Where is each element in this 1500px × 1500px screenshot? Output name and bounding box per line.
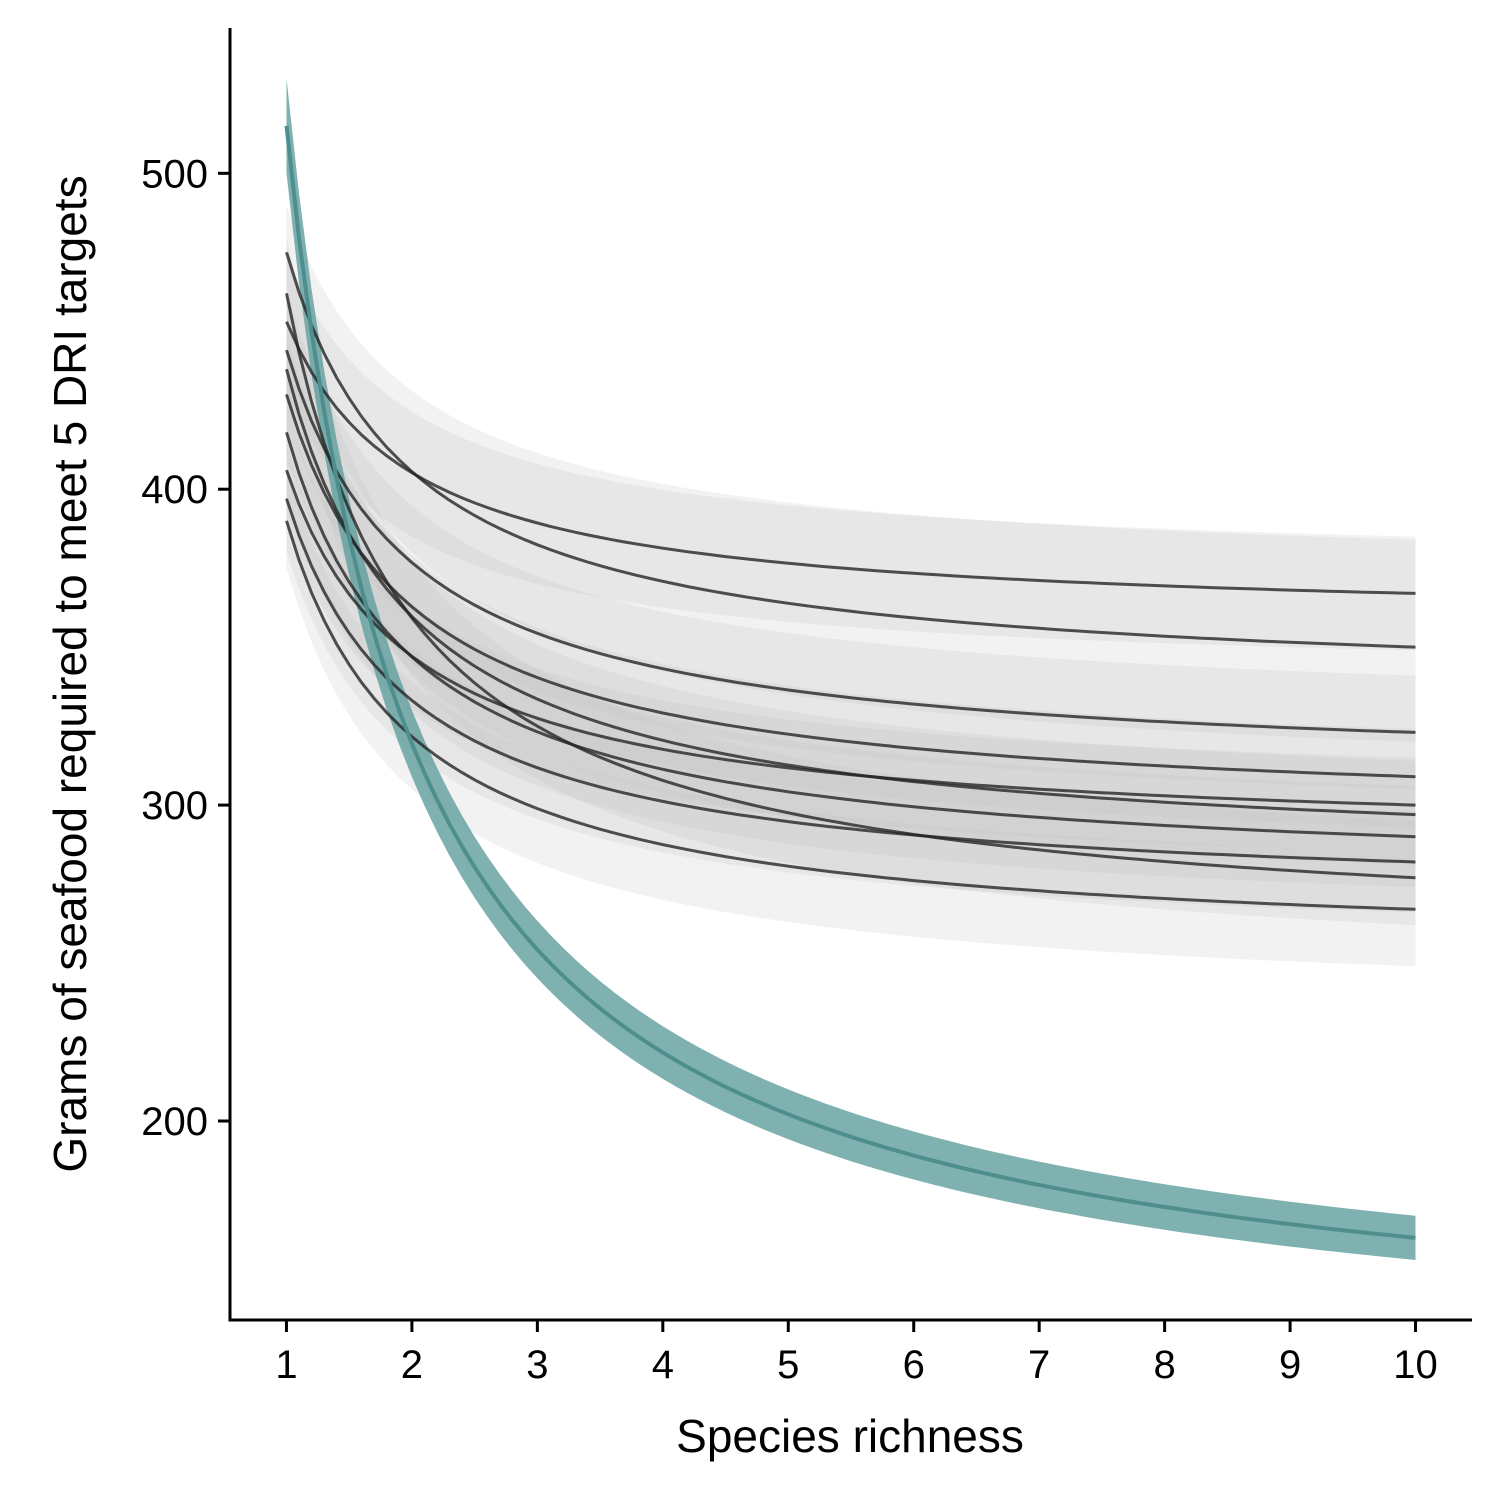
series-band-6 [286, 375, 1416, 888]
x-tick-label: 5 [777, 1343, 799, 1387]
x-tick-label: 4 [652, 1343, 674, 1387]
confidence-bands [286, 78, 1416, 1260]
series-line-7 [285, 469, 1416, 807]
axes [228, 28, 1472, 1322]
x-axis-ticks: 1 2 3 4 5 6 7 8 9 10 [275, 1320, 1438, 1387]
x-axis-title: Species richness [676, 1410, 1024, 1462]
series-line-8 [285, 498, 1416, 864]
y-tick-label: 300 [141, 784, 208, 828]
series-line-1 [285, 292, 1416, 880]
series-line-3 [285, 349, 1416, 734]
y-axis-title: Grams of seafood required to meet 5 DRI … [44, 175, 96, 1172]
x-tick-label: 7 [1028, 1343, 1050, 1387]
series-line-5 [285, 393, 1416, 779]
series-band-3 [286, 293, 1416, 790]
series-lines [284, 125, 1416, 1240]
series-line-0 [285, 251, 1416, 649]
x-tick-label: 8 [1154, 1343, 1176, 1387]
x-tick-label: 6 [903, 1343, 925, 1387]
y-tick-label: 400 [141, 468, 208, 512]
x-tick-label: 1 [275, 1343, 297, 1387]
series-line-9 [285, 520, 1416, 911]
highlight-series-band [286, 78, 1416, 1260]
series-band-5 [286, 337, 1416, 828]
x-tick-label: 9 [1279, 1343, 1301, 1387]
series-band-0 [286, 204, 1416, 742]
x-tick-label: 2 [401, 1343, 423, 1387]
y-axis-ticks: 200 300 400 500 [141, 152, 230, 1144]
series-line-6 [285, 431, 1416, 839]
series-band-9 [286, 470, 1416, 967]
series-band-2 [286, 255, 1416, 651]
series-line-2 [285, 321, 1416, 595]
y-tick-label: 200 [141, 1100, 208, 1144]
x-tick-label: 3 [526, 1343, 548, 1387]
y-tick-label: 500 [141, 152, 208, 196]
x-tick-label: 10 [1393, 1343, 1438, 1387]
series-band-1 [286, 236, 1416, 926]
highlight-series-line [284, 125, 1416, 1240]
series-band-8 [286, 445, 1416, 913]
